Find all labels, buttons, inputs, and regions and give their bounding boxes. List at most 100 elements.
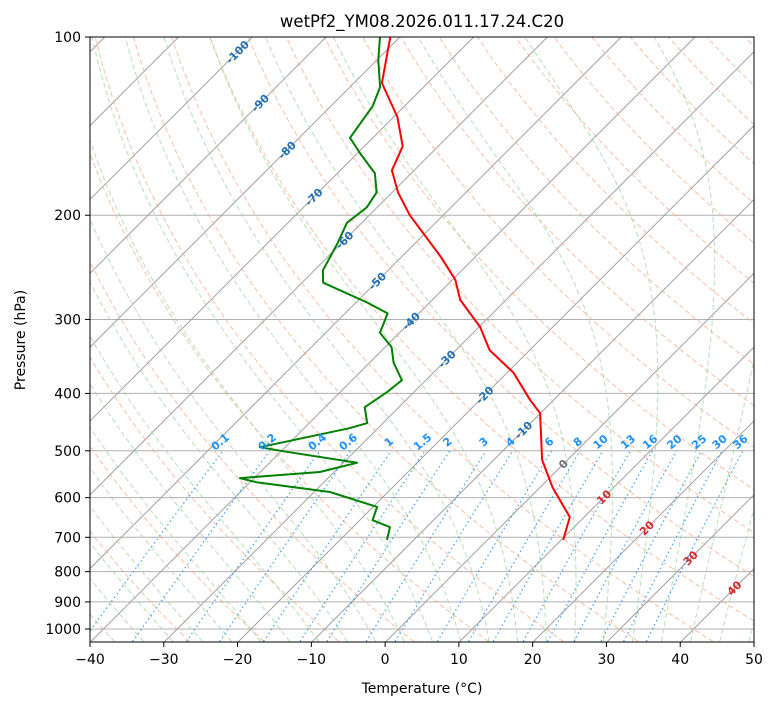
x-tick-label: −30 [149, 652, 179, 668]
dry-adiabat-line [90, 445, 265, 642]
isotherm-line [311, 198, 754, 642]
dry-adiabat-line [90, 260, 415, 642]
mixing-ratio-label: 25 [689, 432, 709, 452]
plot-frame [89, 36, 755, 643]
mixing-ratio-label: 13 [618, 432, 638, 452]
dry-adiabat-line [285, 37, 754, 534]
mixing-ratio-line [185, 450, 321, 642]
mixing-ratio-label: 30 [710, 432, 730, 452]
y-tick-label: 400 [54, 386, 81, 402]
y-tick-label: 500 [54, 444, 81, 460]
x-tick-label: 10 [450, 652, 468, 668]
moist-adiabat-line [690, 357, 754, 642]
mixing-ratio-line [573, 450, 678, 642]
moist-adiabat-line [91, 37, 433, 642]
y-tick-label: 700 [54, 530, 81, 546]
x-tick-label: 50 [745, 652, 763, 668]
dewpoint-profile-line [238, 37, 403, 541]
chart-title: wetPf2_YM08.2026.011.17.24.C20 [280, 12, 564, 32]
moist-adiabat-line [265, 37, 547, 642]
moist-adiabat-line [163, 37, 490, 642]
dry-adiabat-line [591, 37, 754, 205]
moist-adiabat-line [90, 426, 262, 642]
mixing-ratio-label: 36 [731, 432, 751, 452]
line-labels: 0.1 0.2 0.4 0.6 1 1.5 2 3 4 6 8 10 13 16 20 25 30 36-100-… [209, 38, 751, 599]
moist-adiabat-line [209, 37, 519, 642]
x-tick-label: 30 [598, 652, 616, 668]
isotherm-line [606, 494, 754, 642]
dry-adiabat-line [90, 356, 340, 642]
x-tick-label: −20 [223, 652, 253, 668]
isotherm-line [237, 124, 754, 642]
moist-adiabat-line [90, 280, 348, 642]
dry-adiabat-line [171, 37, 714, 642]
mixing-ratio-label: 3 [477, 435, 491, 450]
mixing-ratio-line [219, 450, 351, 642]
dry-adiabat-line [90, 530, 190, 642]
mixing-ratio-line [623, 450, 723, 642]
mixing-ratio-line [299, 450, 426, 642]
dry-adiabat-line [629, 37, 754, 165]
x-tick-label: 0 [381, 652, 390, 668]
temperature-profile-line [380, 37, 571, 541]
dry-adiabat-line [323, 37, 754, 491]
isotherm-line [90, 37, 253, 201]
dry-adiabat-line [744, 37, 754, 47]
moist-adiabat-line [90, 382, 291, 642]
mixing-ratio-line [467, 450, 581, 642]
moist-adiabat-line [524, 37, 659, 642]
isotherm-line [458, 346, 754, 642]
x-axis-label: Temperature (°C) [361, 681, 483, 697]
x-tick-label: 20 [524, 652, 542, 668]
moist-adiabat-line [90, 138, 405, 642]
y-tick-label: 200 [54, 208, 81, 224]
axes: −40 −30 −20 −10 0 10 20 30 40 5010020030040050060… [45, 30, 763, 668]
dry-adiabat-line [706, 37, 754, 87]
x-tick-label: −10 [297, 652, 327, 668]
moist-adiabat-line [653, 37, 716, 642]
dry-adiabat-line [667, 37, 754, 126]
dry-adiabat-line [94, 37, 564, 642]
dry-adiabat-line [362, 37, 754, 448]
isotherm-line [90, 37, 327, 274]
isotherm-line [90, 37, 622, 570]
mixing-ratio-line [600, 450, 703, 642]
mixing-ratio-label: 1.5 [411, 431, 434, 453]
mixing-ratio-line [365, 450, 487, 642]
y-tick-label: 1000 [45, 622, 81, 638]
moist-adiabat-line [333, 37, 577, 642]
dry-adiabat-line [553, 37, 754, 244]
y-axis-label: Pressure (hPa) [13, 290, 29, 390]
y-tick-label: 100 [54, 30, 81, 46]
isotherm-line [163, 51, 754, 642]
mixing-ratio-label: 16 [640, 432, 660, 452]
mixing-ratio-line [132, 450, 271, 642]
mixing-ratio-line [263, 450, 392, 642]
mixing-ratio-line [394, 450, 514, 642]
mixing-ratio-line [90, 450, 224, 632]
moist-adiabat-line [748, 620, 754, 642]
isotherm-line [532, 420, 754, 642]
mixing-ratio-label: 0.1 [209, 431, 232, 453]
mixing-ratio-line [645, 450, 744, 642]
moist-adiabat-line [90, 466, 233, 642]
mixing-ratio-line [436, 450, 553, 642]
dry-adiabat-line [438, 37, 754, 365]
dry-adiabat-line [476, 37, 754, 325]
mixing-ratio-label: 8 [571, 435, 585, 450]
y-tick-label: 300 [54, 312, 81, 328]
mixing-ratio-label: 1 [382, 435, 396, 450]
moist-adiabat-line [90, 217, 377, 642]
isotherm-line [90, 37, 696, 642]
y-tick-label: 800 [54, 565, 81, 581]
mixing-ratio-label: 6 [542, 434, 556, 449]
isotherm-line [90, 37, 475, 422]
y-tick-label: 900 [54, 595, 81, 611]
dry-adiabat-line [515, 37, 754, 284]
dry-adiabat-line [209, 37, 754, 622]
isotherm-line [680, 567, 754, 642]
isotherm-line [90, 37, 548, 496]
profiles [238, 37, 571, 541]
mixing-ratio-label: 10 [591, 432, 611, 452]
